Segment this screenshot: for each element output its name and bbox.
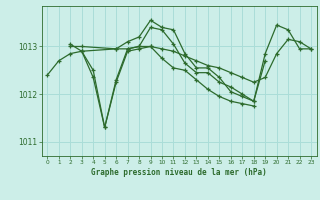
X-axis label: Graphe pression niveau de la mer (hPa): Graphe pression niveau de la mer (hPa) [91, 168, 267, 177]
